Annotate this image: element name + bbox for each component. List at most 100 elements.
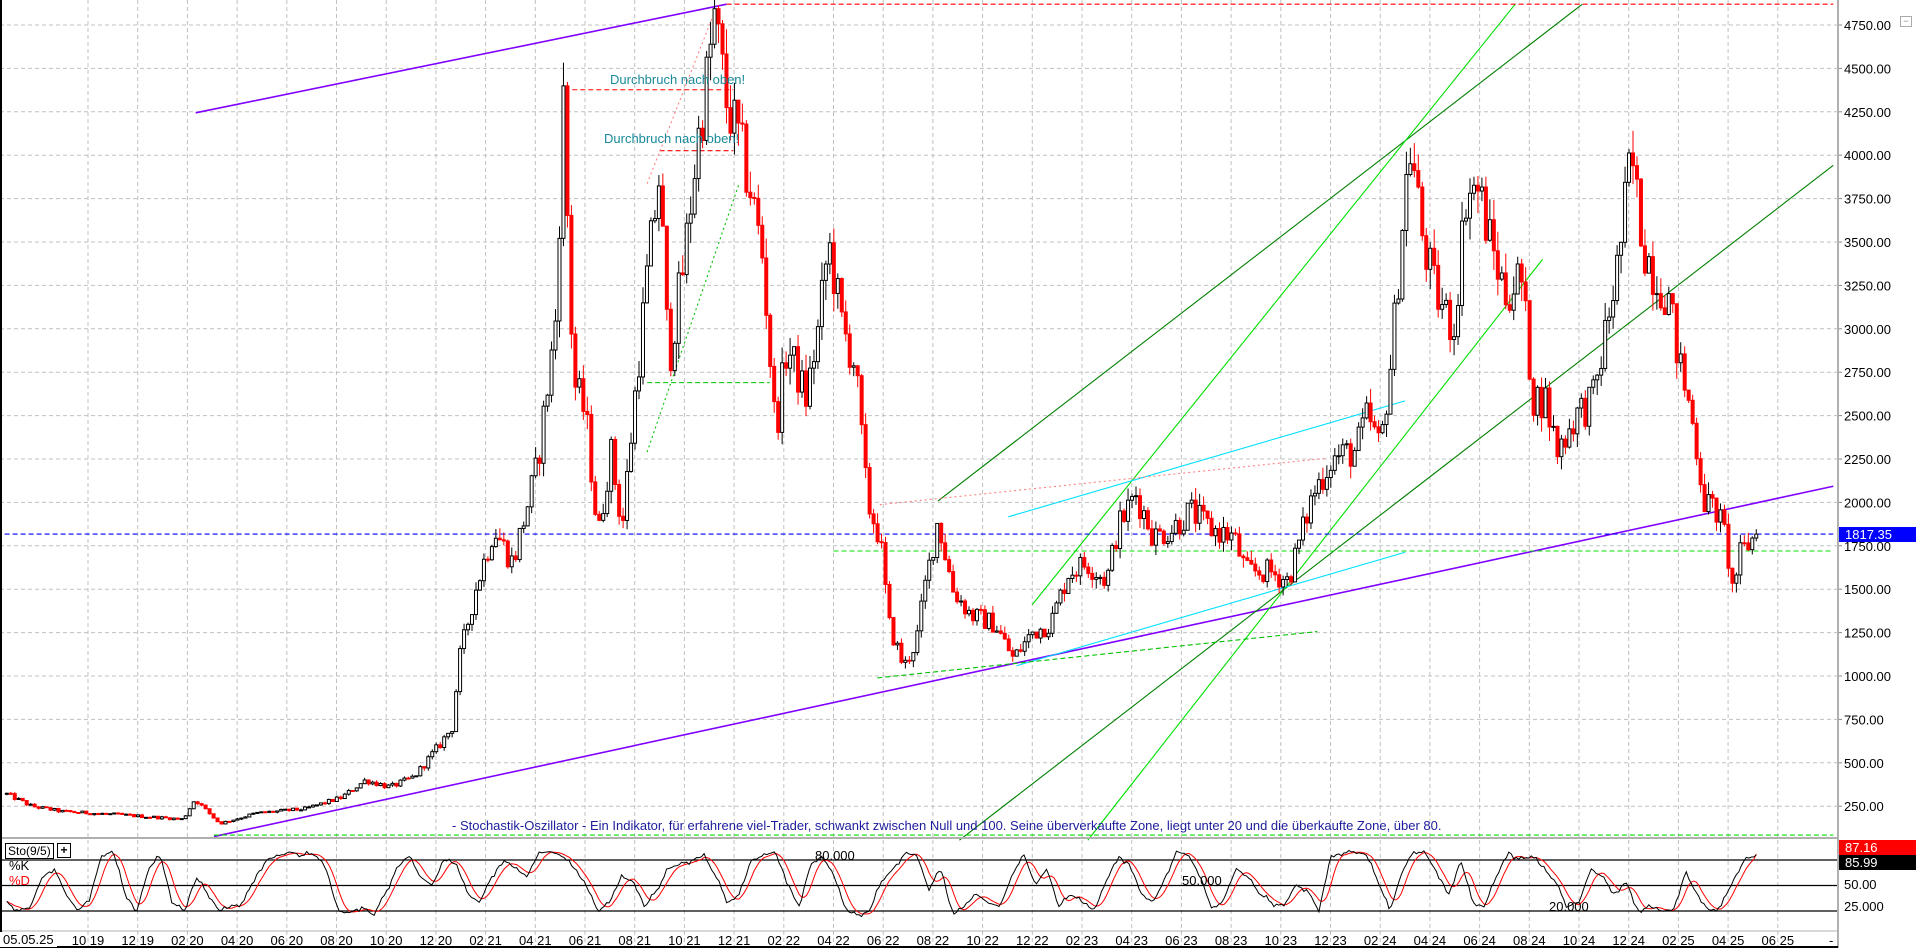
candle-body <box>466 623 471 631</box>
candle <box>648 217 653 267</box>
candle <box>1253 557 1258 577</box>
candle-body <box>251 812 256 815</box>
candle <box>728 85 733 141</box>
candle <box>235 817 240 821</box>
candle <box>1042 628 1047 638</box>
candle-body <box>1384 413 1389 426</box>
candle <box>740 103 745 132</box>
add-indicator-plus-icon[interactable]: + <box>57 843 71 858</box>
date-tick-label: 10 22 <box>966 933 999 948</box>
candle <box>1038 627 1043 644</box>
date-tick-label: 10 23 <box>1265 933 1298 948</box>
candle-body <box>680 272 685 276</box>
candle <box>330 798 335 803</box>
candle-body <box>915 630 920 654</box>
candle <box>573 326 578 401</box>
candle <box>676 261 681 360</box>
candle-body <box>927 559 932 581</box>
candle-body <box>1615 254 1620 302</box>
candle <box>1607 307 1612 334</box>
candle-body <box>1479 186 1484 192</box>
candle <box>72 810 77 814</box>
candle <box>1420 181 1425 241</box>
candle-body <box>1137 495 1142 520</box>
candle <box>899 638 904 665</box>
candle-body <box>1436 264 1441 310</box>
candle <box>1432 229 1437 275</box>
candle-body <box>629 442 634 472</box>
candle-body <box>136 814 141 818</box>
candle-body <box>517 527 522 561</box>
candle <box>545 393 550 412</box>
candle <box>529 474 534 514</box>
stochastic-k-line <box>6 849 1757 918</box>
candle <box>1634 156 1639 198</box>
candle <box>473 582 478 620</box>
candle-body <box>64 809 69 812</box>
date-tick-label: 02 22 <box>768 933 801 948</box>
candle-body <box>104 812 109 815</box>
candle <box>215 817 220 823</box>
candle-body <box>1316 479 1321 494</box>
candle <box>28 802 33 806</box>
candle <box>788 338 793 385</box>
candle <box>939 522 944 552</box>
collapse-icon[interactable]: − <box>1900 16 1912 27</box>
stochastic-level-80: 80.000 <box>815 848 855 863</box>
candle-body <box>1678 353 1683 364</box>
candle <box>1396 288 1401 305</box>
candle-body <box>1237 533 1242 557</box>
candle <box>1372 415 1377 430</box>
stochastic-indicator-label[interactable]: Sto(9/5) <box>5 843 54 859</box>
candle-body <box>1018 649 1023 652</box>
candle <box>1062 582 1067 602</box>
candle <box>732 82 737 155</box>
candle-body <box>1638 178 1643 247</box>
candle <box>1209 511 1214 537</box>
candle <box>92 813 97 816</box>
candle <box>839 277 844 318</box>
candle <box>163 815 168 819</box>
candle <box>342 792 347 800</box>
candle <box>708 21 713 81</box>
candle-body <box>485 558 490 561</box>
candle <box>1356 422 1361 452</box>
date-tick-label: 12 23 <box>1314 933 1347 948</box>
price-tick-label: 500.00 <box>1844 756 1884 771</box>
candle-body <box>414 775 419 778</box>
candle <box>1595 374 1600 396</box>
candle-body <box>617 483 622 517</box>
stochastic-d-last: 87.16 <box>1839 840 1916 855</box>
candle-body <box>1575 407 1580 435</box>
candle-body <box>1348 443 1353 467</box>
candle <box>1022 636 1027 656</box>
candle-body <box>342 793 347 800</box>
candle-body <box>1197 504 1202 524</box>
candle <box>1102 571 1107 589</box>
candle-body <box>553 320 558 351</box>
candle <box>143 816 148 819</box>
date-tick-label: 04 21 <box>519 933 552 948</box>
candle-body <box>1233 532 1238 535</box>
candle <box>633 386 638 450</box>
axis-end-marker: - <box>1829 933 1834 948</box>
candle-body <box>100 812 105 815</box>
candle <box>501 532 506 546</box>
candle <box>1678 342 1683 372</box>
grid <box>0 0 1838 948</box>
candle <box>1563 435 1568 455</box>
candle-body <box>28 803 33 806</box>
candle <box>1110 543 1115 573</box>
candle-body <box>314 804 319 807</box>
candle-body <box>346 790 351 795</box>
candle-body <box>1539 386 1544 419</box>
candle-body <box>851 365 856 368</box>
candle <box>1710 490 1715 508</box>
candle <box>1400 229 1405 302</box>
candle-body <box>974 608 979 622</box>
candle-body <box>1722 509 1727 525</box>
candle-body <box>605 490 610 515</box>
candle-body <box>1650 256 1655 295</box>
stochastic-description: - Stochastik-Oszillator - Ein Indikator,… <box>452 818 1442 833</box>
